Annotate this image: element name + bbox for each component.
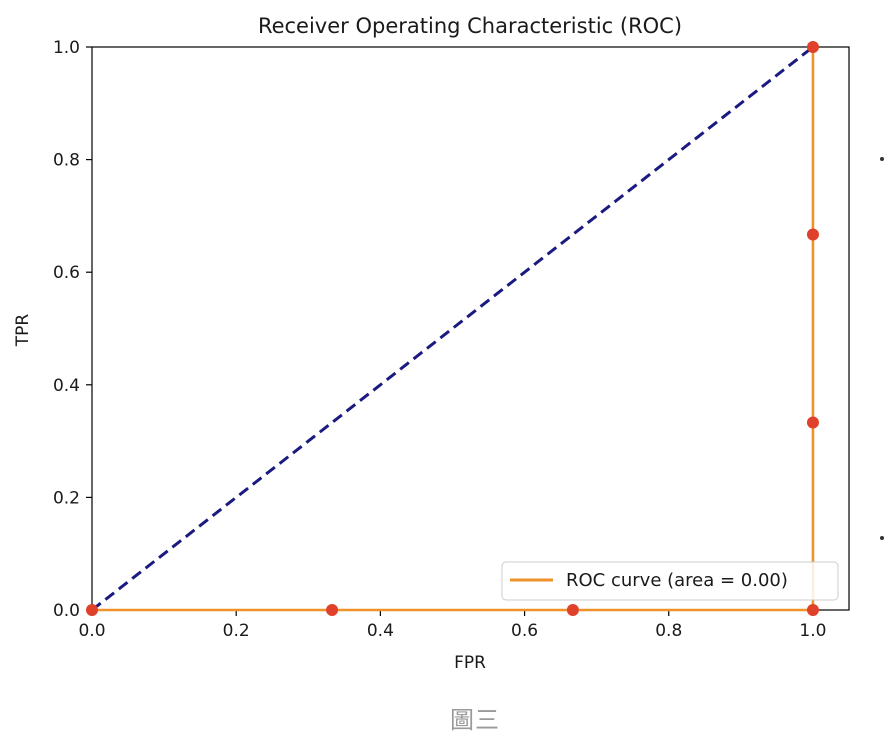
series-layer: [91, 45, 815, 612]
legend-box: [501, 561, 839, 601]
roc-threshold-point: [806, 416, 819, 429]
x-axis: 0.0 0.2 0.4 0.6 0.8 1.0: [78, 610, 826, 641]
x-tick-label: 0.8: [655, 621, 682, 641]
y-tick-label: 0.8: [53, 151, 80, 171]
roc-threshold-point: [806, 41, 819, 53]
x-tick-label: 0.0: [78, 621, 105, 641]
roc-chart: Receiver Operating Characteristic (ROC) …: [13, 14, 850, 673]
x-tick-label: 0.6: [511, 621, 538, 641]
edge-artifact: [880, 536, 884, 540]
roc-chart-svg: Receiver Operating Characteristic (ROC) …: [13, 14, 850, 673]
edge-artifact: [880, 157, 884, 161]
x-tick-label: 0.2: [223, 621, 250, 641]
y-axis-title: TPR: [13, 314, 33, 348]
x-axis-title: FPR: [454, 653, 486, 673]
roc-threshold-point: [566, 604, 579, 616]
y-tick-label: 0.0: [53, 601, 80, 621]
y-tick-label: 0.4: [53, 376, 80, 396]
roc-threshold-point: [86, 604, 98, 616]
y-axis: 0.0 0.2 0.4 0.6 0.8 1.0: [53, 38, 92, 621]
x-tick-label: 0.4: [367, 621, 394, 641]
roc-threshold-point: [326, 604, 339, 616]
roc-threshold-point: [806, 604, 819, 616]
plot-frame: [91, 46, 850, 611]
legend: ROC curve (area = 0.00): [501, 561, 839, 601]
legend-label-roc: ROC curve (area = 0.00): [566, 570, 788, 591]
points-layer: [86, 41, 819, 616]
y-tick-label: 1.0: [53, 38, 80, 58]
chart-title: Receiver Operating Characteristic (ROC): [258, 14, 682, 38]
roc-threshold-point: [806, 228, 819, 241]
x-tick-label: 1.0: [799, 621, 826, 641]
figure-caption: 圖三: [450, 706, 500, 734]
y-tick-label: 0.2: [53, 488, 80, 508]
chance-line: [91, 45, 814, 612]
y-tick-label: 0.6: [53, 263, 80, 283]
